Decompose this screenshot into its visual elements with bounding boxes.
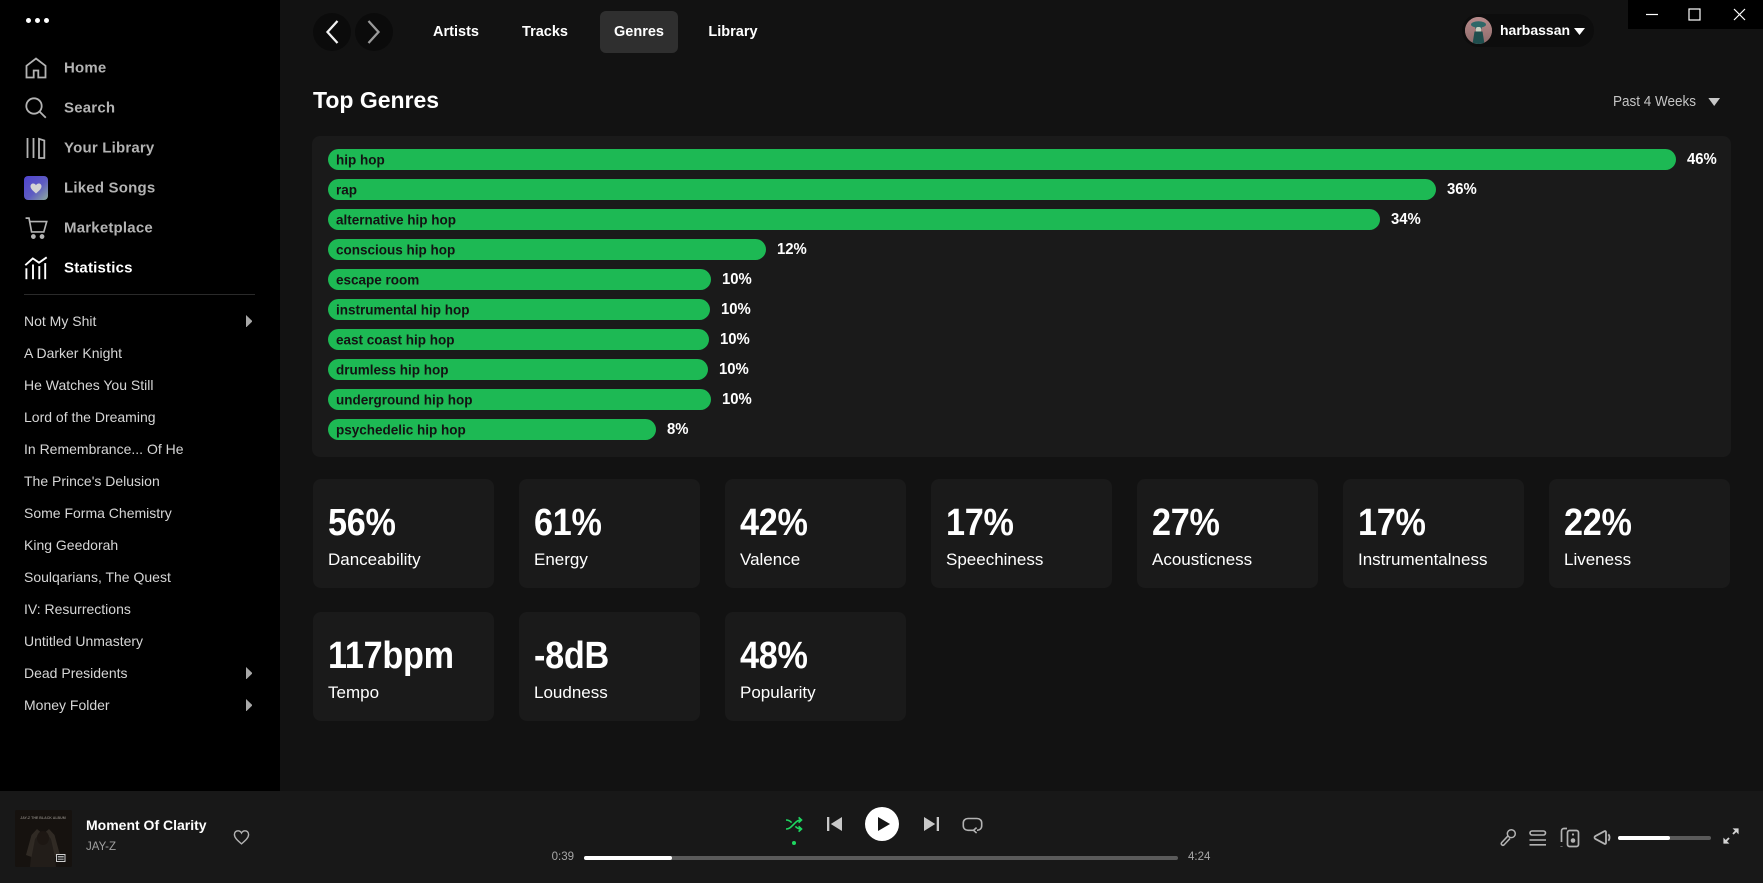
svg-text:JAY-Z THE BLACK ALBUM: JAY-Z THE BLACK ALBUM: [20, 816, 65, 820]
